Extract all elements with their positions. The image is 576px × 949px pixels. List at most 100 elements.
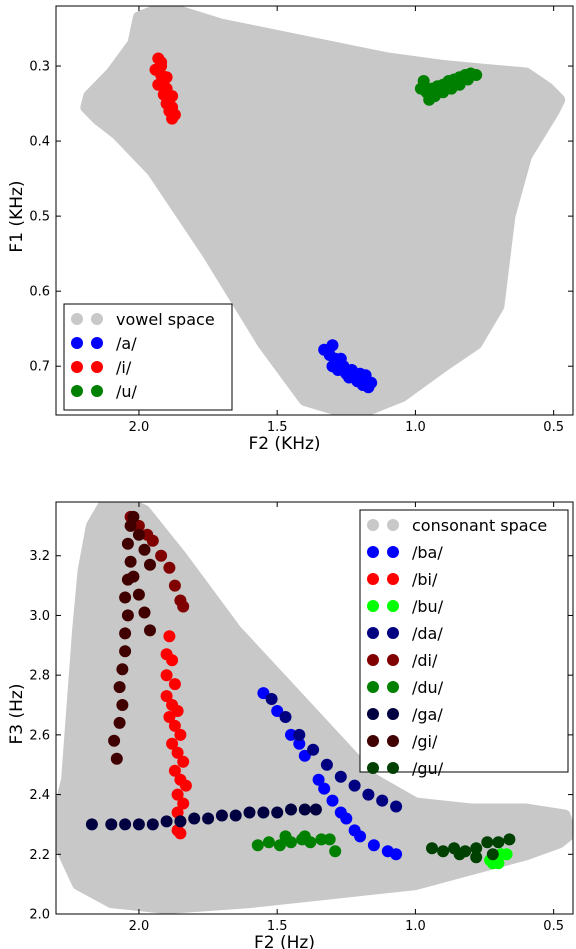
legend-label: /gu/ (412, 759, 444, 778)
point-du (323, 833, 336, 846)
point-gi (127, 570, 140, 583)
point-di (177, 600, 190, 613)
point-du (315, 833, 328, 846)
point-ga (229, 809, 242, 822)
point-gu (437, 845, 450, 858)
series-di (124, 510, 190, 613)
point-da (307, 743, 320, 756)
point-ba (348, 824, 361, 837)
legend: vowel space/a/ /i/ /u/ (63, 303, 233, 411)
legend: consonant space/ba/ /bi/ /bu/ /da/ /di/ /du/ /… (359, 509, 569, 778)
point-gi (124, 519, 137, 532)
point-gu (492, 836, 505, 849)
y-tick-label: 2.4 (29, 788, 50, 803)
x-tick-label: 2.0 (129, 919, 150, 934)
x-tick-label: 1.5 (267, 420, 288, 435)
point-u (461, 73, 474, 86)
y-tick-label: 0.4 (29, 135, 50, 150)
series-i (149, 52, 181, 125)
series-gi (108, 510, 156, 765)
point-bi (179, 779, 192, 792)
point-bi (171, 705, 184, 717)
legend-item-da: /da/ (367, 624, 443, 643)
x-tick-label: 1.0 (405, 919, 426, 934)
point-ga (188, 812, 201, 825)
legend-marker (71, 337, 83, 349)
legend-marker (367, 708, 379, 720)
legend-item-vowel-space: vowel space (71, 310, 215, 329)
legend-label: /bi/ (412, 570, 438, 589)
point-bi (177, 797, 190, 810)
legend-item-a: /a/ (71, 334, 137, 353)
point-bi (177, 755, 190, 768)
x-tick-label: 0.5 (543, 420, 564, 435)
x-axis-label: F2 (KHz) (248, 434, 320, 454)
point-a (334, 352, 347, 365)
y-tick-label: 2.0 (29, 908, 50, 923)
legend-item-ga: /ga/ (367, 705, 443, 724)
y-tick-label: 2.6 (29, 728, 50, 743)
point-ga (257, 806, 270, 819)
point-gi (132, 528, 145, 541)
point-di (146, 534, 159, 547)
legend-marker (367, 573, 379, 585)
point-gu (503, 833, 516, 846)
point-ba (334, 806, 347, 819)
y-tick-label: 0.5 (29, 210, 50, 225)
y-tick-label: 0.7 (29, 360, 50, 375)
point-gu (470, 842, 483, 855)
point-bi (168, 719, 181, 732)
point-ba (318, 782, 331, 795)
point-da (348, 779, 361, 792)
legend-marker (387, 708, 399, 720)
point-du (262, 836, 275, 849)
legend-label: /gi/ (412, 732, 438, 751)
point-i (155, 56, 168, 69)
legend-marker (387, 627, 399, 639)
legend-marker (367, 627, 379, 639)
plot-frame (55, 5, 574, 416)
point-di (168, 579, 181, 592)
point-bi (174, 827, 187, 840)
point-ga (105, 818, 118, 831)
point-u (417, 75, 430, 87)
legend-marker (387, 546, 399, 558)
legend-label: consonant space (412, 516, 547, 535)
point-bi (166, 737, 179, 750)
point-bi (160, 690, 173, 703)
legend-item-bi: /bi/ (367, 570, 438, 589)
point-gi (121, 609, 134, 622)
point-da (265, 693, 278, 705)
point-gi (119, 591, 132, 604)
x-axis-label: F2 (Hz) (254, 933, 315, 949)
point-ba (390, 848, 403, 861)
legend-label: /a/ (116, 334, 137, 353)
point-gi (144, 558, 156, 571)
point-gu (486, 848, 499, 861)
point-gi (138, 543, 151, 556)
point-gi (116, 699, 129, 711)
legend-label: /bu/ (412, 597, 444, 616)
point-gi (132, 588, 145, 601)
point-i (160, 71, 173, 84)
point-ga (309, 803, 322, 816)
legend-marker (367, 762, 379, 774)
chart-1: 2.0 1.5 1.0 0.5 0.3 0.4 0.5 0.6 0.7 F2 (KHz) F1 (K… (7, 5, 574, 454)
x-tick-label: 1.0 (405, 420, 426, 435)
point-ga (146, 818, 159, 831)
legend-marker (387, 681, 399, 693)
legend-marker (91, 313, 103, 325)
point-gu (481, 836, 494, 849)
point-du (279, 830, 292, 843)
y-tick-label: 3.0 (29, 609, 50, 624)
legend-label: /ba/ (412, 543, 443, 562)
point-gi (119, 645, 132, 658)
region-vowel-space (80, 6, 566, 415)
point-du (273, 839, 286, 852)
legend-marker (367, 654, 379, 666)
point-gi (108, 734, 121, 747)
legend-marker (387, 735, 399, 747)
y-tick-label: 0.6 (29, 285, 50, 300)
point-gu (453, 848, 466, 861)
